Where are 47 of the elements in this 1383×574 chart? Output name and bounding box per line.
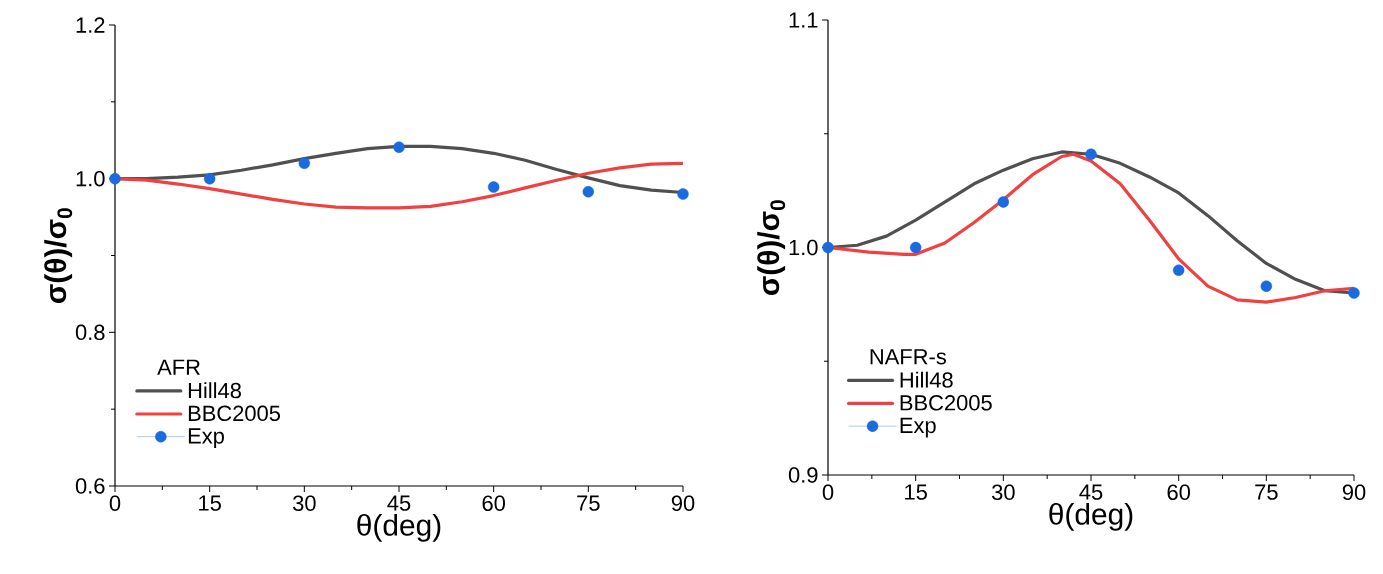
point [487, 181, 500, 193]
legend-label: Exp [188, 428, 224, 448]
y-tick-label: 1.2 [76, 17, 105, 33]
point [393, 141, 405, 153]
point [298, 157, 311, 169]
y-tick-label: 1.0 [76, 170, 105, 187]
legend-label: BBC2005 [188, 405, 280, 422]
point [822, 241, 834, 254]
y-tick-label: 0.9 [788, 467, 818, 483]
x-tick-label: 60 [482, 495, 505, 512]
y-axis-title: σ(θ)/σ$_{0}$ [757, 200, 786, 296]
y-tick-label: 0.8 [75, 324, 105, 341]
x-tick-label: 90 [671, 495, 695, 512]
legend-label: Hill48 [900, 371, 953, 388]
legend-title: NAFR-s [870, 349, 946, 365]
x-tick-label: 15 [199, 495, 221, 511]
x-tick-label: 45 [387, 495, 411, 511]
y-tick-label: 1.0 [789, 239, 818, 256]
point [582, 186, 595, 198]
y-axis-title: σ(θ)/σ$_{0}$ [44, 208, 73, 304]
point [1172, 264, 1185, 276]
x-tick-label: 30 [292, 495, 316, 512]
x-tick-label: 0 [822, 484, 834, 501]
legend-title: AFR [157, 359, 200, 375]
x-tick-label: 15 [905, 484, 927, 500]
point [909, 241, 922, 254]
x-tick-label: 90 [1342, 484, 1366, 501]
x-tick-label: 75 [1255, 484, 1278, 500]
x-tick-label: 75 [577, 495, 600, 511]
x-tick-label: 60 [1167, 484, 1190, 501]
y-tick-label: 1.1 [789, 12, 818, 28]
x-axis-title: θ(deg) [357, 513, 441, 542]
x-tick-label: 30 [991, 484, 1015, 501]
x-tick-label: 45 [1079, 484, 1103, 500]
x-axis-title: θ(deg) [1049, 502, 1133, 531]
legend-label: BBC2005 [900, 395, 992, 411]
point [997, 196, 1010, 208]
y-tick-label: 0.6 [75, 478, 105, 494]
legend-label: Exp [900, 417, 936, 438]
point [1260, 280, 1273, 292]
point [1348, 287, 1360, 299]
legend-label: Hill48 [188, 382, 241, 399]
point [1085, 148, 1097, 160]
point [203, 172, 216, 185]
point [109, 172, 121, 185]
x-tick-label: 0 [109, 495, 121, 512]
point [677, 188, 689, 200]
